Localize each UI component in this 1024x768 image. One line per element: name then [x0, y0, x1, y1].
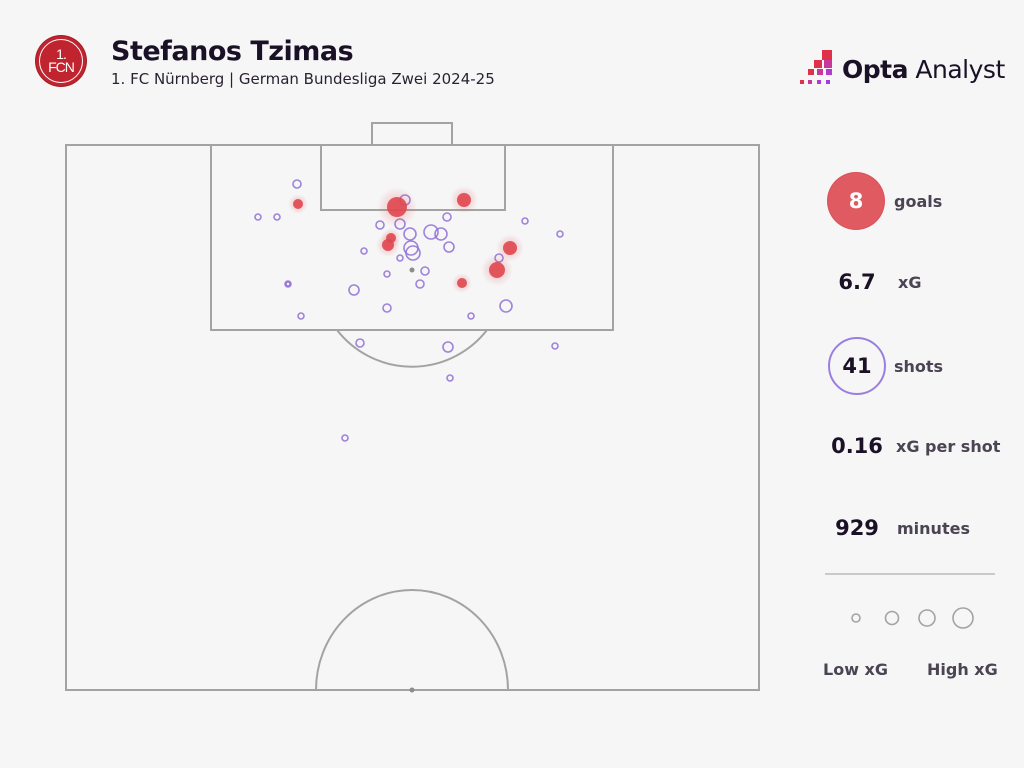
shot-marker [446, 374, 454, 382]
shots-circle: 41 [828, 337, 886, 395]
legend-size-3-icon [918, 609, 936, 627]
shot-marker [341, 434, 349, 442]
xg-value: 6.7 [838, 270, 876, 294]
opta-logo-icon [800, 50, 832, 84]
goal-marker [382, 239, 394, 251]
goals-layer [288, 186, 524, 293]
minutes-label: minutes [897, 518, 970, 538]
legend-size-2-icon [884, 610, 900, 626]
badge-ring [39, 39, 83, 83]
shot-marker [375, 220, 385, 230]
shot-marker [467, 312, 475, 320]
subtitle: 1. FC Nürnberg | German Bundesliga Zwei … [111, 70, 495, 88]
penalty-spot [409, 267, 415, 273]
badge-line-2: FCN [48, 59, 75, 75]
shot-marker [284, 280, 292, 288]
shot-marker [551, 342, 559, 350]
shot-marker [499, 299, 513, 313]
player-name: Stefanos Tzimas [111, 36, 354, 67]
shot-marker [273, 213, 281, 221]
goal-marker [387, 197, 407, 217]
stat-goals: 8 goals [828, 173, 942, 229]
shot-marker [355, 338, 365, 348]
stat-shots: 41 shots [828, 337, 943, 395]
shot-marker [420, 266, 430, 276]
shot-marker [556, 230, 564, 238]
shots-label: shots [894, 356, 944, 376]
club-badge: 1. FCN [36, 36, 86, 86]
shots-layer [254, 179, 564, 442]
shot-marker [383, 270, 391, 278]
brand-name-light: Analyst [907, 54, 1005, 84]
legend-size-4-icon [952, 607, 974, 629]
shot-marker [442, 212, 452, 222]
center-circle [315, 589, 509, 691]
xg-size-legend [851, 607, 974, 629]
legend-size-1-icon [851, 613, 861, 623]
goal-marker [503, 241, 517, 255]
shots-value: 41 [842, 354, 872, 378]
xg-per-shot-label: xG per shot [896, 436, 1001, 456]
shot-marker [521, 217, 529, 225]
stat-minutes: 929 minutes [830, 516, 970, 540]
shot-marker [254, 213, 262, 221]
badge-line-1: 1. [56, 46, 67, 62]
badge-text: 1. FCN [48, 46, 75, 75]
brand-name: Opta Analyst [842, 55, 1005, 84]
shot-marker [423, 224, 439, 240]
xg-per-shot-value: 0.16 [831, 434, 883, 458]
shot-marker [285, 281, 291, 287]
shot-marker [297, 312, 305, 320]
shot-marker [348, 284, 360, 296]
shot-marker [405, 245, 421, 261]
shot-marker [382, 303, 392, 313]
xg-label: xG [898, 272, 922, 292]
goal-marker [489, 262, 505, 278]
stat-xg: 6.7 xG [832, 270, 921, 294]
shot-marker [396, 254, 404, 262]
stat-xg-per-shot: 0.16 xG per shot [830, 434, 1000, 458]
divider [825, 573, 995, 575]
shot-marker [403, 227, 417, 241]
goal-marker [457, 278, 467, 288]
shot-marker [442, 341, 454, 353]
pitch-outline [65, 144, 760, 691]
shot-marker [292, 179, 302, 189]
brand-name-bold: Opta [842, 54, 908, 84]
penalty-arc [336, 329, 488, 368]
minutes-value: 929 [835, 516, 879, 540]
opta-analyst-logo: Opta Analyst [798, 50, 1005, 88]
goals-label: goals [894, 191, 943, 211]
goal-marker [293, 199, 303, 209]
goals-value: 8 [848, 189, 864, 213]
shot-marker [443, 241, 455, 253]
shot-marker [360, 247, 368, 255]
shot-marker [434, 227, 448, 241]
goal-marker [457, 193, 471, 207]
center-spot [409, 687, 415, 693]
shot-marker [415, 279, 425, 289]
goals-circle: 8 [828, 173, 884, 229]
penalty-area [210, 144, 614, 331]
goal [371, 122, 453, 146]
legend-low-xg: Low xG [823, 660, 888, 679]
legend-high-xg: High xG [927, 660, 998, 679]
